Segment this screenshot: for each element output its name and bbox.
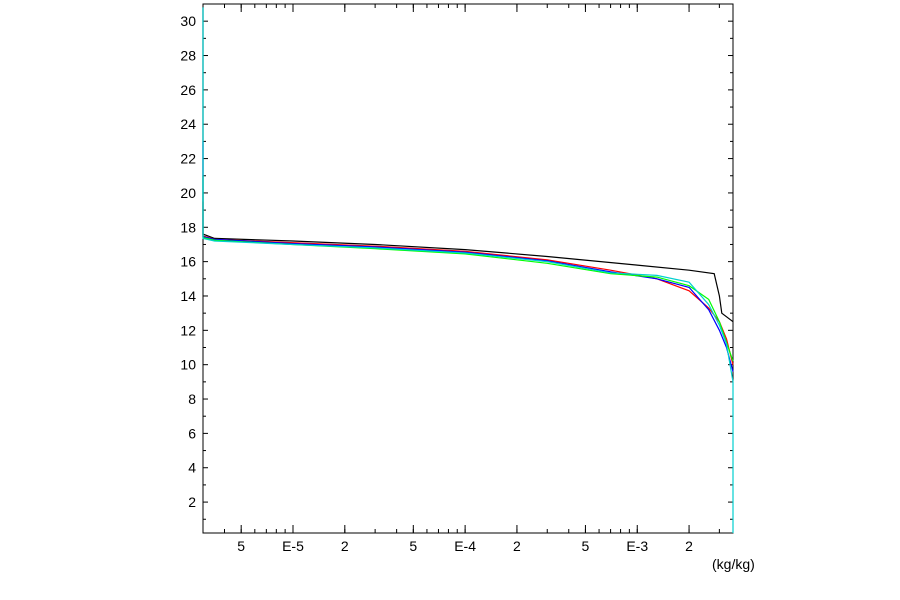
y-tick-label: 10 bbox=[180, 357, 196, 373]
y-tick-label: 4 bbox=[188, 460, 196, 476]
series-line-5 bbox=[202, 7, 734, 533]
y-tick-label: 6 bbox=[188, 425, 196, 441]
y-tick-label: 2 bbox=[188, 494, 196, 510]
series-line-3 bbox=[202, 141, 734, 372]
y-tick-label: 12 bbox=[180, 322, 196, 338]
y-tick-label: 28 bbox=[180, 48, 196, 64]
x-tick-label: E-3 bbox=[626, 538, 648, 554]
y-tick-label: 22 bbox=[180, 151, 196, 167]
y-tick-label: 26 bbox=[180, 82, 196, 98]
y-tick-label: 16 bbox=[180, 254, 196, 270]
series-layer bbox=[202, 7, 734, 533]
y-tick-label: 24 bbox=[180, 116, 196, 132]
y-tick-label: 8 bbox=[188, 391, 196, 407]
series-line-4 bbox=[202, 175, 734, 362]
x-tick-label: 2 bbox=[685, 538, 693, 554]
x-tick-label: E-5 bbox=[282, 538, 304, 554]
y-tick-label: 18 bbox=[180, 219, 196, 235]
plot-frame bbox=[202, 3, 734, 534]
x-tick-label: 5 bbox=[237, 538, 245, 554]
x-tick-label: 5 bbox=[409, 538, 417, 554]
x-tick-label: 2 bbox=[341, 538, 349, 554]
x-tick-label: 5 bbox=[582, 538, 590, 554]
series-line-1 bbox=[202, 7, 734, 323]
x-axis-unit-label: (kg/kg) bbox=[712, 556, 755, 572]
x-axis-ticks: 5 E-5 2 5 E-4 2 5 E-3 2 bbox=[202, 4, 720, 554]
y-tick-label: 20 bbox=[180, 185, 196, 201]
y-tick-label: 14 bbox=[180, 288, 196, 304]
x-tick-label: E-4 bbox=[454, 538, 476, 554]
series-line-2 bbox=[202, 201, 734, 365]
y-tick-label: 30 bbox=[180, 13, 196, 29]
x-tick-label: 2 bbox=[513, 538, 521, 554]
